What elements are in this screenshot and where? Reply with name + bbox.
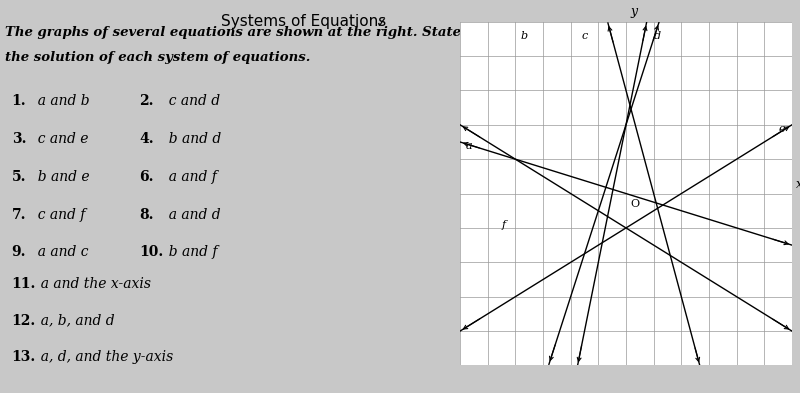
Text: 1.: 1.: [11, 94, 26, 108]
Text: b and f: b and f: [160, 245, 217, 259]
Text: a: a: [466, 141, 472, 151]
Text: 13.: 13.: [11, 350, 36, 364]
Text: a, d, and the y-axis: a, d, and the y-axis: [32, 350, 174, 364]
Text: 10.: 10.: [139, 245, 163, 259]
Text: d: d: [654, 31, 661, 41]
Text: a and c: a and c: [30, 245, 89, 259]
Text: 8.: 8.: [139, 208, 154, 222]
Text: x: x: [796, 178, 800, 191]
Text: b and d: b and d: [160, 132, 221, 146]
Text: e: e: [778, 124, 785, 134]
Text: f: f: [502, 220, 506, 230]
Text: 6.: 6.: [139, 170, 154, 184]
Text: c: c: [582, 31, 588, 41]
Text: The graphs of several equations are shown at the right. State: The graphs of several equations are show…: [5, 26, 461, 39]
Text: b and e: b and e: [30, 170, 90, 184]
Text: a and f: a and f: [160, 170, 217, 184]
Text: Systems of Equations: Systems of Equations: [222, 14, 386, 29]
Text: a and b: a and b: [30, 94, 90, 108]
Text: 5.: 5.: [11, 170, 26, 184]
Text: c and f: c and f: [30, 208, 86, 222]
Text: 9.: 9.: [11, 245, 26, 259]
Text: 4.: 4.: [139, 132, 154, 146]
Text: a and the x-axis: a and the x-axis: [32, 277, 151, 291]
Text: y: y: [630, 5, 638, 18]
Text: 3.: 3.: [11, 132, 26, 146]
Text: 11.: 11.: [11, 277, 36, 291]
Text: a, b, and d: a, b, and d: [32, 314, 114, 328]
Text: c and e: c and e: [30, 132, 89, 146]
Text: b: b: [521, 31, 528, 41]
Text: 12.: 12.: [11, 314, 36, 328]
Text: 2.: 2.: [139, 94, 154, 108]
Text: the solution of each system of equations.: the solution of each system of equations…: [5, 51, 310, 64]
Text: O: O: [630, 199, 639, 209]
Text: a and d: a and d: [160, 208, 220, 222]
Text: ✓: ✓: [376, 16, 388, 30]
Text: 7.: 7.: [11, 208, 26, 222]
Text: c and d: c and d: [160, 94, 220, 108]
